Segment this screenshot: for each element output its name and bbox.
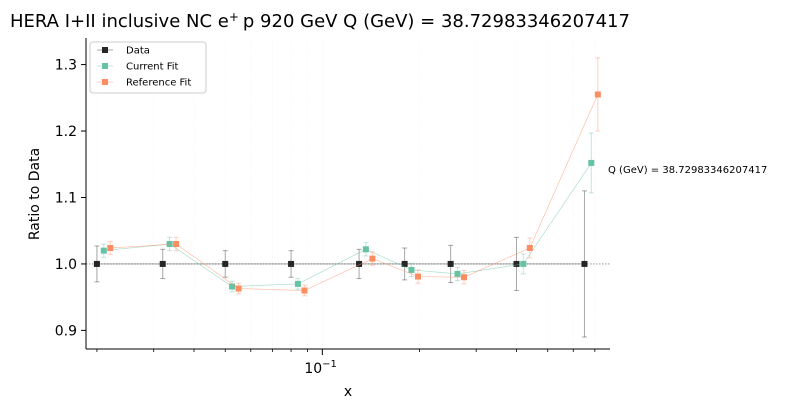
data-point bbox=[369, 255, 376, 262]
data-point bbox=[588, 159, 595, 166]
legend-entries: Data Current Fit Reference Fit bbox=[97, 46, 191, 89]
data-point bbox=[288, 260, 295, 267]
series-current-fit bbox=[100, 132, 595, 293]
x-ticks: 10−1 bbox=[96, 349, 596, 377]
legend-label: Reference Fit bbox=[126, 78, 191, 89]
legend: Data Current Fit Reference Fit bbox=[89, 41, 207, 94]
data-point bbox=[235, 285, 242, 292]
legend-entry: Current Fit bbox=[97, 62, 179, 73]
legend-marker bbox=[102, 47, 108, 53]
data-point bbox=[93, 260, 100, 267]
data-point bbox=[520, 260, 527, 267]
data-point bbox=[294, 280, 301, 287]
y-axis-label: Ratio to Data bbox=[27, 148, 43, 240]
series-reference-fit bbox=[107, 57, 601, 297]
data-point bbox=[159, 260, 166, 267]
data-point bbox=[173, 241, 180, 248]
chart-title: HERA I+II inclusive NC e+ p 920 GeV Q (Ge… bbox=[10, 10, 630, 32]
legend-marker bbox=[102, 63, 108, 69]
data-point bbox=[301, 287, 308, 294]
series-layer bbox=[93, 57, 601, 338]
data-point bbox=[362, 246, 369, 253]
x-axis-label: x bbox=[344, 384, 352, 400]
data-point bbox=[581, 260, 588, 267]
series-line bbox=[103, 162, 592, 287]
data-point bbox=[229, 283, 236, 290]
legend-label: Data bbox=[126, 46, 150, 57]
y-tick-label: 1.3 bbox=[55, 58, 77, 74]
y-tick-label: 1.2 bbox=[55, 124, 77, 140]
legend-frame bbox=[89, 41, 207, 94]
y-ticks: 0.9 1.0 1.1 1.2 1.3 bbox=[55, 58, 86, 339]
data-point bbox=[526, 244, 533, 251]
data-point bbox=[166, 241, 173, 248]
legend-entry: Data bbox=[97, 46, 150, 57]
data-point bbox=[356, 260, 363, 267]
data-point bbox=[408, 266, 415, 273]
data-point bbox=[100, 247, 107, 254]
legend-entry: Reference Fit bbox=[97, 78, 191, 89]
data-point bbox=[447, 260, 454, 267]
x-tick-label: 10−1 bbox=[304, 359, 337, 377]
legend-label: Current Fit bbox=[126, 62, 179, 73]
data-point bbox=[107, 244, 114, 251]
series-data bbox=[93, 190, 588, 338]
data-point bbox=[513, 260, 520, 267]
data-point bbox=[222, 260, 229, 267]
data-point bbox=[401, 260, 408, 267]
data-point bbox=[414, 273, 421, 280]
y-tick-label: 1.1 bbox=[55, 190, 77, 206]
data-point bbox=[594, 91, 601, 98]
data-point bbox=[454, 270, 461, 277]
y-tick-label: 1.0 bbox=[55, 257, 77, 273]
q-annotation: Q (GeV) = 38.72983346207417 bbox=[608, 165, 767, 176]
y-tick-label: 0.9 bbox=[55, 323, 77, 339]
data-point bbox=[460, 274, 467, 281]
legend-marker bbox=[102, 79, 108, 85]
